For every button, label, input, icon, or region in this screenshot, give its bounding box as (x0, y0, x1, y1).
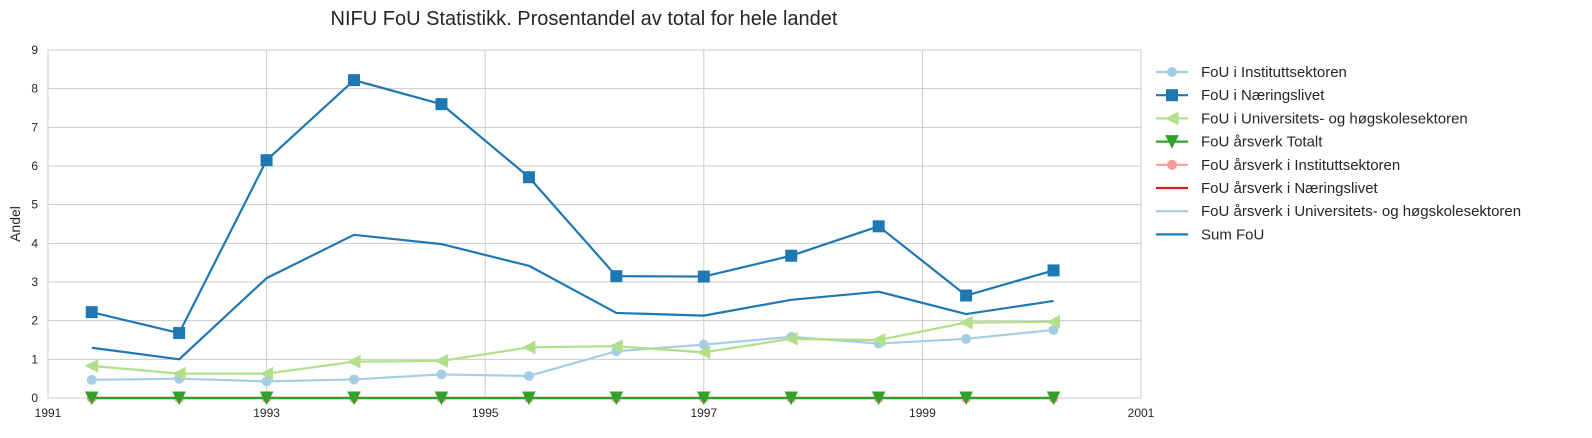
data-point (1046, 315, 1061, 329)
data-point (348, 74, 361, 87)
y-tick-label: 0 (31, 391, 38, 405)
legend-item: FoU i Universitets- og høgskolesektoren (1156, 110, 1468, 127)
data-point (173, 327, 186, 340)
data-point (1048, 324, 1059, 335)
legend-label: FoU i Næringslivet (1201, 87, 1325, 104)
legend-item: FoU årsverk i Instituttsektoren (1156, 157, 1400, 174)
y-tick-label: 3 (31, 275, 38, 289)
data-point (609, 339, 623, 353)
data-point (784, 391, 799, 406)
y-tick-label: 2 (31, 314, 38, 328)
data-point (785, 249, 798, 262)
series-2 (85, 74, 1060, 340)
legend-item: FoU i Næringslivet (1156, 87, 1325, 104)
legend-label: FoU årsverk i Næringslivet (1201, 180, 1379, 197)
legend-item: Sum FoU (1156, 226, 1264, 243)
data-point (172, 391, 186, 406)
data-point (961, 333, 972, 344)
x-tick-label: 1995 (472, 406, 499, 420)
data-point (260, 154, 273, 167)
legend-marker (1167, 159, 1177, 170)
series-line (91, 320, 1054, 375)
data-point (434, 354, 448, 368)
series-line (91, 233, 1054, 361)
data-point (784, 332, 798, 346)
legend-label: Sum FoU (1201, 226, 1264, 243)
data-point (872, 220, 885, 233)
data-point (522, 391, 536, 406)
series-3 (84, 315, 1061, 381)
legend-label: FoU årsverk i Universitets- og høgskoles… (1201, 203, 1521, 220)
legend: FoU i Instituttsektoren FoU i Næringslive… (1156, 64, 1521, 243)
x-axis: 1991 1993 1995 1997 1999 2001 (35, 406, 1155, 420)
legend-item: FoU årsverk Totalt (1156, 134, 1323, 151)
legend-label: FoU årsverk i Instituttsektoren (1201, 157, 1400, 174)
series-4 (84, 391, 1061, 406)
legend-label: FoU i Universitets- og høgskolesektoren (1201, 110, 1468, 127)
data-point (696, 391, 711, 406)
series-1 (86, 324, 1059, 387)
legend-marker (1165, 135, 1179, 149)
data-point (347, 391, 361, 406)
data-point (86, 374, 97, 385)
y-tick-label: 6 (31, 159, 38, 173)
y-axis-label: Andel (7, 206, 23, 242)
legend-label: FoU årsverk Totalt (1201, 134, 1323, 151)
data-point (259, 366, 274, 381)
y-tick-label: 9 (31, 43, 38, 57)
y-tick-label: 7 (31, 120, 38, 134)
data-point (1046, 391, 1061, 406)
data-point (522, 171, 535, 184)
data-point (610, 270, 623, 283)
data-point (871, 391, 886, 406)
legend-item: FoU årsverk i Næringslivet (1156, 180, 1379, 197)
legend-marker (1164, 111, 1179, 126)
data-point (84, 391, 99, 406)
legend-label: FoU i Instituttsektoren (1201, 64, 1347, 81)
x-tick-label: 1997 (690, 406, 717, 420)
data-point (259, 391, 274, 406)
data-point (85, 306, 98, 319)
y-tick-label: 1 (31, 352, 38, 366)
series-8 (91, 233, 1054, 361)
y-tick-label: 8 (31, 82, 38, 96)
x-tick-label: 1993 (253, 406, 280, 420)
data-point (523, 370, 534, 381)
data-point (609, 391, 624, 406)
data-point (1047, 264, 1060, 277)
legend-item: FoU årsverk i Universitets- og høgskoles… (1156, 203, 1521, 220)
y-tick-label: 4 (31, 236, 38, 250)
data-point (871, 333, 886, 347)
y-axis: 0 1 2 3 4 5 6 7 8 9 (31, 43, 38, 405)
data-point (435, 98, 448, 111)
legend-marker (1167, 67, 1177, 77)
data-point (960, 289, 973, 302)
x-tick-label: 1999 (909, 406, 936, 420)
data-point (436, 369, 447, 380)
series-line (91, 79, 1054, 335)
data-point (346, 354, 361, 369)
data-point (349, 374, 360, 385)
data-point (172, 366, 186, 381)
data-point (697, 270, 710, 283)
legend-item: FoU i Instituttsektoren (1156, 64, 1347, 81)
x-tick-label: 2001 (1128, 406, 1155, 420)
data-point (959, 391, 973, 406)
data-point (959, 315, 973, 330)
x-tick-label: 1991 (35, 406, 62, 420)
legend-marker (1166, 89, 1178, 102)
data-point (84, 359, 99, 373)
chart-title: NIFU FoU Statistikk. Prosentandel av tot… (331, 8, 838, 30)
data-point (521, 340, 536, 355)
series-layer (84, 74, 1061, 406)
data-point (696, 345, 711, 360)
series-line (91, 328, 1054, 383)
y-tick-label: 5 (31, 198, 38, 212)
data-point (434, 391, 449, 406)
